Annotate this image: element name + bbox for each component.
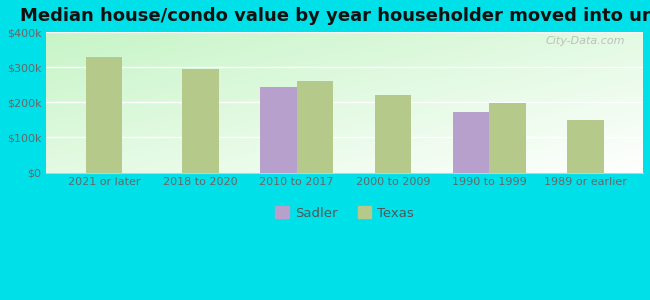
Legend: Sadler, Texas: Sadler, Texas xyxy=(270,201,419,225)
Bar xyxy=(182,69,218,172)
Bar xyxy=(86,57,122,172)
Bar xyxy=(296,81,333,172)
Bar xyxy=(567,120,604,172)
Bar xyxy=(260,86,296,172)
Bar xyxy=(452,112,489,172)
Bar xyxy=(374,94,411,172)
Title: Median house/condo value by year householder moved into unit: Median house/condo value by year househo… xyxy=(20,7,650,25)
Text: City-Data.com: City-Data.com xyxy=(545,36,625,46)
Bar xyxy=(489,103,526,172)
